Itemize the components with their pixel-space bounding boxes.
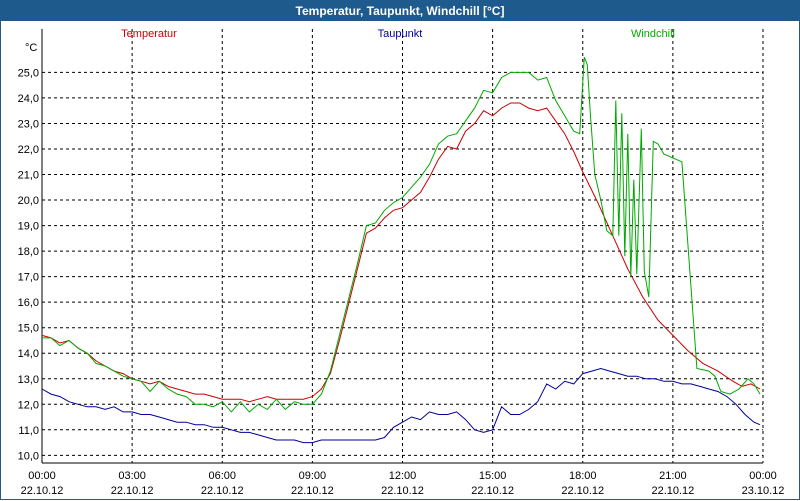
gridlines	[41, 29, 764, 463]
y-tick-label: 12,0	[18, 399, 39, 411]
x-tick-time: 06:00	[208, 470, 236, 482]
x-tick-date: 22.10.12	[21, 485, 64, 497]
series-taupunkt	[41, 367, 761, 444]
x-tick-time: 21:00	[659, 470, 687, 482]
legend-windchill: Windchill	[631, 28, 675, 40]
x-tick-time: 12:00	[389, 470, 417, 482]
x-tick-date: 22.10.12	[111, 485, 154, 497]
x-tick-labels: 00:00 22.10.12 03:00 22.10.12 06:00 22.10.12 0…	[21, 470, 785, 497]
legend: Temperatur Taupunkt Windchill	[121, 28, 675, 40]
y-tick-label: 17,0	[18, 272, 39, 284]
series-windchill	[42, 56, 761, 413]
y-tick-labels: 10,0 11,0 12,0 13,0 14,0 15,0 16,0 17,0 18,0 19,0…	[18, 67, 39, 462]
x-tick-date: 22.10.12	[471, 485, 514, 497]
y-tick-label: 13,0	[18, 374, 39, 386]
x-tick-date: 22.10.12	[201, 485, 244, 497]
y-tick-label: 21,0	[18, 170, 39, 182]
y-tick-label: 18,0	[18, 246, 39, 258]
y-tick-label: 10,0	[18, 450, 39, 462]
x-tick-time: 00:00	[749, 470, 777, 482]
series-lines	[41, 56, 761, 444]
y-tick-label: 16,0	[18, 297, 39, 309]
y-tick-label: 22,0	[18, 144, 39, 156]
x-tick-time: 18:00	[569, 470, 597, 482]
x-tick-time: 03:00	[118, 470, 146, 482]
y-tick-label: 20,0	[18, 195, 39, 207]
y-tick-label: 14,0	[18, 348, 39, 360]
y-tick-label: 19,0	[18, 221, 39, 233]
y-tick-label: 23,0	[18, 118, 39, 130]
chart-title: Temperatur, Taupunkt, Windchill [°C]	[1, 1, 799, 21]
x-tick-time: 15:00	[479, 470, 507, 482]
axes	[41, 29, 763, 464]
y-tick-label: 11,0	[18, 425, 39, 437]
y-tick-label: 24,0	[18, 93, 39, 105]
x-tick-date: 22.10.12	[381, 485, 424, 497]
x-tick-date: 22.10.12	[291, 485, 334, 497]
series-temperatur	[41, 102, 761, 403]
y-axis-unit: °C	[25, 42, 37, 54]
x-tick-date: 22.10.12	[561, 485, 604, 497]
x-tick-time: 00:00	[28, 470, 56, 482]
legend-taupunkt: Taupunkt	[378, 28, 423, 40]
x-tick-date: 23.10.12	[742, 485, 785, 497]
y-tick-label: 15,0	[18, 323, 39, 335]
y-tick-label: 25,0	[18, 67, 39, 79]
legend-temperatur: Temperatur	[121, 28, 177, 40]
x-tick-time: 09:00	[299, 470, 327, 482]
x-tick-date: 22.10.12	[651, 485, 694, 497]
